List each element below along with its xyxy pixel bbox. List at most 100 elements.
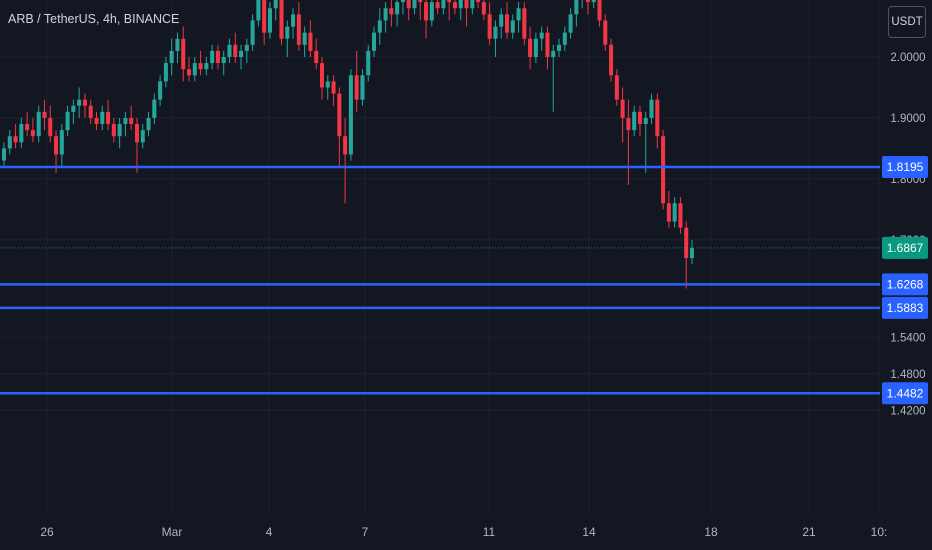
candle-body	[655, 99, 660, 137]
x-axis: 26 Mar 4 7 11 14 18 21 10:	[40, 525, 887, 539]
candle-body	[626, 117, 631, 131]
candle-body	[36, 111, 41, 137]
candles	[1, 0, 695, 289]
candle-body	[481, 2, 486, 15]
candle-body	[574, 0, 579, 15]
x-tick-label: 26	[40, 525, 54, 539]
candle-body	[620, 99, 625, 118]
candle-body	[129, 117, 134, 125]
candle-body	[632, 111, 637, 131]
candle-body	[464, 0, 469, 9]
y-axis: 2.00001.90001.80001.70001.54001.48001.42…	[890, 52, 925, 417]
x-tick-label: 10:	[871, 525, 888, 539]
level-badge-label: 1.4482	[887, 386, 924, 400]
candle-body	[637, 111, 642, 125]
candle-body	[186, 69, 192, 76]
candle-body	[476, 0, 481, 3]
candle-body	[7, 136, 12, 149]
candle-body	[435, 2, 440, 9]
candle-body	[94, 117, 99, 125]
candle-body	[59, 130, 64, 155]
price-badges: 1.8195 1.6268 1.5883 1.4482 1.6867	[882, 155, 928, 405]
candle-body	[198, 63, 203, 70]
candle-body	[487, 14, 492, 39]
candle-body	[77, 99, 82, 106]
candle-body	[308, 32, 313, 51]
candle-body	[545, 32, 550, 57]
candle-body	[88, 105, 93, 118]
candle-body	[661, 136, 666, 204]
candle-body	[256, 0, 261, 21]
grid	[0, 0, 880, 515]
candle-body	[13, 136, 18, 143]
level-badge-label: 1.8195	[887, 160, 924, 174]
candle-body	[643, 117, 648, 125]
candle-body	[551, 50, 556, 57]
candle-body	[649, 99, 654, 118]
candle-body	[562, 32, 567, 45]
candle-body	[400, 0, 405, 3]
candle-body	[412, 0, 417, 9]
candle-body	[262, 0, 267, 33]
candle-body	[123, 117, 128, 125]
candle-body	[539, 32, 544, 39]
candle-body	[146, 117, 151, 131]
candle-body	[499, 14, 504, 27]
candle-body	[533, 38, 538, 57]
candle-body	[192, 63, 197, 76]
candle-body	[366, 50, 371, 76]
candle-body	[163, 63, 168, 82]
candle-body	[71, 105, 76, 112]
candle-body	[134, 124, 139, 143]
last-price-badge	[882, 236, 928, 259]
y-tick-label: 1.4800	[890, 369, 925, 381]
candle-body	[424, 2, 429, 21]
candle-body	[585, 0, 590, 3]
candle-body	[244, 44, 249, 51]
candle-body	[504, 14, 510, 33]
candle-body	[158, 81, 163, 100]
candle-body	[609, 44, 614, 76]
candle-body	[528, 38, 533, 57]
candle-body	[377, 20, 382, 33]
candle-body	[337, 93, 342, 137]
horizontal-levels	[0, 165, 880, 395]
candle-body	[354, 75, 359, 100]
candle-body	[273, 0, 278, 9]
candle-body	[221, 57, 226, 64]
level-badge-label: 1.6268	[887, 277, 924, 291]
x-tick-label: Mar	[162, 525, 183, 539]
candle-body	[360, 75, 365, 100]
candle-body	[1, 148, 7, 161]
candle-body	[441, 0, 446, 9]
x-tick-label: 14	[582, 525, 596, 539]
candle-body	[65, 111, 70, 131]
candle-body	[239, 50, 244, 57]
candle-body	[603, 20, 608, 45]
candle-body	[250, 20, 255, 45]
x-tick-label: 7	[362, 525, 369, 539]
level-badge	[882, 273, 928, 296]
candle-body	[54, 136, 59, 155]
candle-body	[516, 8, 521, 21]
candle-body	[689, 247, 695, 259]
candle-body	[314, 50, 319, 64]
level-badge	[882, 296, 928, 319]
candle-body	[210, 50, 215, 64]
y-tick-label: 1.9000	[890, 113, 925, 125]
candle-body	[204, 63, 209, 70]
candle-body	[429, 2, 434, 21]
candle-body	[291, 14, 296, 27]
candle-body	[371, 32, 377, 51]
candle-body	[140, 130, 145, 143]
candle-body	[48, 117, 53, 137]
candle-body	[395, 2, 400, 15]
candle-body	[452, 2, 457, 9]
candle-body	[343, 136, 348, 155]
x-tick-label: 4	[266, 525, 273, 539]
candle-body	[458, 0, 463, 9]
candle-body	[19, 124, 24, 143]
candle-body	[279, 0, 284, 39]
currency-button[interactable]: USDT	[888, 6, 926, 38]
candle-body	[470, 0, 475, 9]
